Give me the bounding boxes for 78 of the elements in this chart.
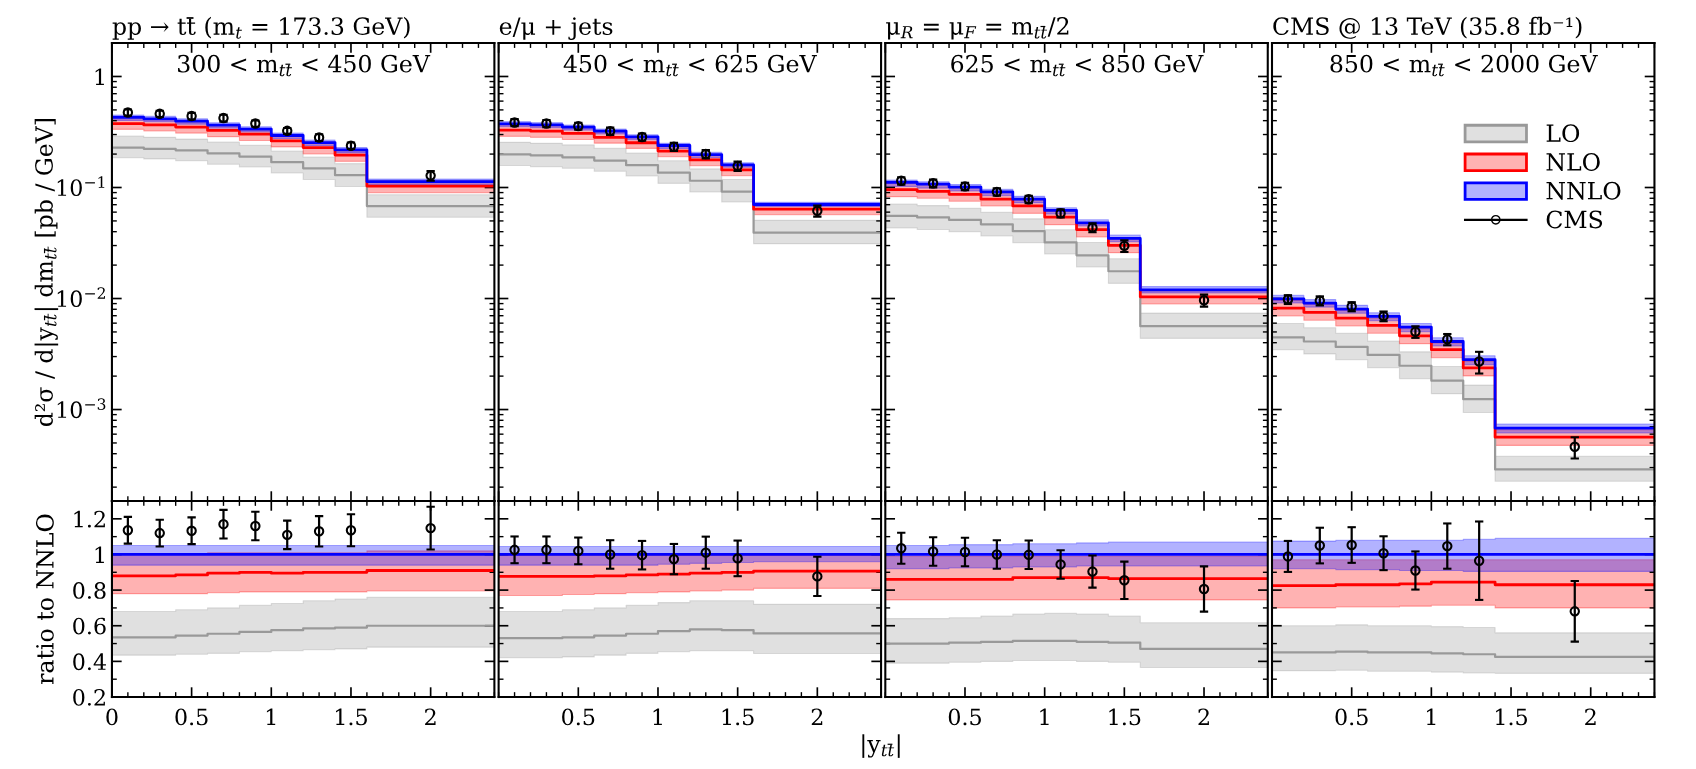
point bbox=[573, 545, 584, 557]
x-tick-label: 1 bbox=[1040, 708, 1049, 726]
y-tick-label: 0.2 bbox=[73, 688, 105, 706]
point bbox=[1473, 356, 1485, 367]
point bbox=[345, 525, 357, 536]
y-axis-title: ratio to NNLO bbox=[35, 514, 54, 684]
x-tick-label: 1 bbox=[266, 708, 276, 726]
legend-label: LO bbox=[1546, 124, 1580, 143]
point bbox=[313, 526, 325, 537]
point bbox=[282, 529, 293, 541]
x-tick-label: 2 bbox=[1198, 708, 1209, 726]
point bbox=[218, 518, 229, 530]
chart-title: 450 < m$_{tt̄}$ < 625 GeV bbox=[563, 54, 817, 77]
point bbox=[250, 520, 261, 532]
chart-subtitle: CMS @ 13 TeV (35.8 fb⁻¹) bbox=[1273, 16, 1582, 39]
point bbox=[991, 549, 1003, 560]
legend-label: CMS bbox=[1546, 210, 1603, 229]
x-tick-label: 1.5 bbox=[1109, 708, 1141, 726]
point bbox=[959, 546, 971, 558]
chart-title: 850 < m$_{tt̄}$ < 2000 GeV bbox=[1330, 54, 1598, 77]
y-tick-label: 10$^{−3}$ bbox=[57, 398, 106, 419]
x-tick-label: 0.5 bbox=[175, 708, 208, 726]
point bbox=[154, 527, 165, 539]
x-tick-label: 1.5 bbox=[1496, 708, 1527, 726]
point bbox=[186, 525, 197, 536]
point bbox=[1314, 540, 1326, 551]
chart-title: 300 < m$_{tt̄}$ < 450 GeV bbox=[178, 54, 431, 77]
point bbox=[1198, 583, 1210, 595]
point bbox=[636, 549, 648, 561]
x-tick-label: 1 bbox=[1427, 708, 1436, 726]
y-tick-label: 0.4 bbox=[73, 653, 106, 671]
point bbox=[1087, 566, 1098, 577]
x-tick-label: 1.5 bbox=[722, 708, 754, 726]
x-axis-title: |y$_{tt̄}$| bbox=[862, 734, 900, 758]
point bbox=[1282, 551, 1294, 562]
point bbox=[927, 546, 939, 557]
y-tick-label: 1 bbox=[95, 546, 104, 563]
legend-label: NLO bbox=[1546, 153, 1600, 171]
point bbox=[425, 522, 436, 534]
y-tick-label: 10$^{−1}$ bbox=[57, 176, 105, 197]
x-tick-label: 0.5 bbox=[562, 708, 595, 726]
point bbox=[812, 571, 823, 582]
point bbox=[732, 553, 743, 564]
y-tick-label: 1.2 bbox=[74, 510, 105, 528]
x-tick-label: 1.5 bbox=[336, 708, 367, 726]
chart-subtitle: μ$_{R}$ = μ$_{F}$ = m$_{tt̄}$/2 bbox=[886, 17, 1069, 40]
y-tick-label: 1 bbox=[95, 68, 104, 85]
point bbox=[509, 544, 520, 556]
y-tick-label: 0.8 bbox=[73, 582, 106, 599]
point bbox=[1569, 606, 1580, 617]
y-tick-label: 10$^{−2}$ bbox=[57, 287, 105, 308]
chart-title: 625 < m$_{tt̄}$ < 850 GeV bbox=[951, 54, 1204, 77]
x-tick-label: 2 bbox=[425, 708, 436, 726]
chart-subtitle: e/μ + jets bbox=[499, 17, 613, 40]
x-tick-label: 2 bbox=[1585, 708, 1596, 726]
x-tick-label: 2 bbox=[811, 708, 823, 726]
point bbox=[122, 525, 134, 536]
x-tick-label: 1 bbox=[653, 708, 662, 726]
point bbox=[1346, 539, 1357, 551]
chart-subtitle: pp → tt̄ (m$_{t}$ = 173.3 GeV) bbox=[112, 16, 410, 40]
point bbox=[668, 553, 680, 565]
point bbox=[1442, 540, 1453, 552]
point bbox=[700, 547, 711, 558]
point bbox=[1023, 549, 1034, 561]
point bbox=[1378, 548, 1389, 559]
point bbox=[1410, 565, 1421, 576]
y-tick-label: 0.6 bbox=[73, 617, 106, 635]
x-tick-label: 0.5 bbox=[948, 708, 981, 726]
x-tick-label: 0.5 bbox=[1335, 708, 1368, 726]
x-tick-label: 0 bbox=[106, 708, 118, 726]
point bbox=[1569, 441, 1580, 452]
point bbox=[896, 543, 907, 554]
point bbox=[604, 549, 616, 560]
point bbox=[541, 544, 552, 556]
point bbox=[1119, 575, 1130, 586]
point bbox=[1055, 559, 1066, 570]
point bbox=[1473, 555, 1485, 566]
legend-label: NNLO bbox=[1546, 181, 1621, 200]
